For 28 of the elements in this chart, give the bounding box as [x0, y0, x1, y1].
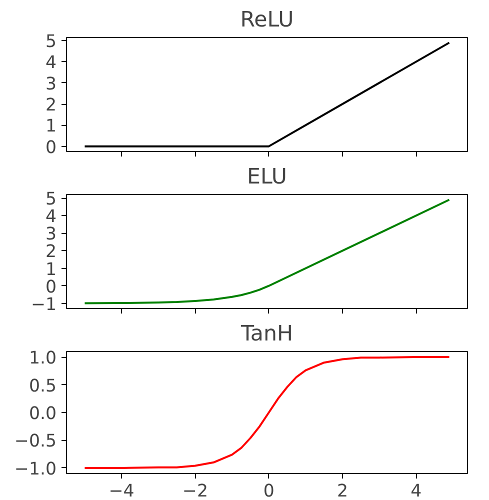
y-tick-label: 2: [45, 242, 57, 262]
x-tick-label: 4: [410, 482, 422, 500]
y-tick-label: 0.5: [28, 376, 57, 396]
x-tick-label: −2: [182, 482, 208, 500]
y-tick-label: 1: [45, 116, 57, 137]
y-tick-label: −1: [30, 294, 57, 315]
x-tick-label: 2: [336, 482, 348, 500]
y-tick-label: −0.5: [14, 432, 56, 452]
y-tick-label: 3: [45, 74, 57, 94]
line-series: [84, 198, 450, 304]
y-tick-label: 0: [45, 138, 57, 158]
chart-title: TanH: [240, 322, 294, 346]
y-tick-label: 3: [45, 224, 57, 245]
y-tick-label: 0: [45, 277, 57, 298]
chart-title: ELU: [247, 164, 287, 190]
y-tick-label: 2: [45, 96, 57, 116]
x-tick-label: −4: [108, 482, 134, 500]
y-tick-label: 5: [45, 190, 57, 210]
chart-title: ReLU: [240, 8, 294, 32]
y-tick-label: 0.0: [28, 404, 57, 424]
x-tick-label: 0: [263, 482, 274, 500]
y-tick-label: 1.0: [28, 348, 57, 369]
y-tick-label: 5: [45, 32, 57, 52]
line-series: [84, 356, 450, 469]
y-tick-label: 1: [45, 260, 57, 280]
y-tick-label: −1.0: [14, 459, 56, 480]
y-tick-label: 4: [45, 207, 57, 228]
y-tick-label: 4: [45, 53, 57, 74]
